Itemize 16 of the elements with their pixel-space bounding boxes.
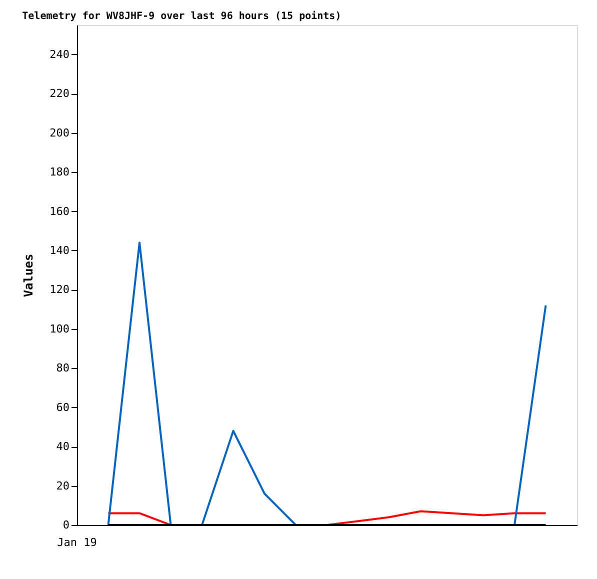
y-tick-label: 140 <box>50 244 70 257</box>
y-tick-label: 200 <box>50 126 70 140</box>
chart-title: Telemetry for WV8JHF-9 over last 96 hours (15 points) <box>22 10 342 22</box>
text: Jan 19 <box>57 536 97 549</box>
y-axis-title: Values <box>22 254 36 298</box>
y-tick-label: 120 <box>50 283 70 296</box>
y-tick-label: 100 <box>50 322 70 336</box>
y-tick-label: 40 <box>56 440 70 454</box>
y-tick-label: 60 <box>56 400 70 414</box>
y-tick-label: 240 <box>50 48 70 61</box>
y-tick-label: 160 <box>50 204 70 218</box>
y-tick-label: 0 <box>62 518 70 532</box>
y-tick-label: 220 <box>50 87 70 100</box>
y-tick-label: 20 <box>56 479 70 492</box>
y-tick-label: 180 <box>50 166 70 179</box>
y-tick-label: 80 <box>56 362 70 375</box>
